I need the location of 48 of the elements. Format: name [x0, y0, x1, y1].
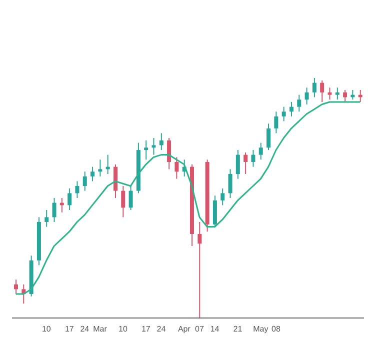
candlestick — [236, 150, 240, 180]
candlestick — [228, 168, 232, 198]
candlestick — [174, 156, 179, 180]
candlestick — [297, 94, 302, 112]
candlestick — [75, 180, 80, 198]
candlestick — [220, 188, 225, 206]
candlestick — [343, 90, 348, 102]
candlestick — [198, 222, 202, 318]
candlestick — [128, 186, 133, 210]
x-tick-label: 10 — [118, 324, 128, 334]
candlestick — [152, 138, 156, 156]
candlestick — [251, 150, 256, 168]
x-tick-label: 17 — [141, 324, 151, 334]
candlestick — [159, 132, 164, 150]
candlestick — [258, 142, 263, 160]
candlestick — [121, 186, 126, 218]
candlestick — [14, 279, 18, 294]
candlestick — [304, 87, 309, 105]
candlestick — [274, 111, 278, 134]
candlestick — [335, 87, 340, 100]
x-tick-label: 07 — [195, 324, 204, 334]
x-tick-label: Apr — [178, 324, 191, 334]
x-tick-label: 14 — [210, 324, 220, 334]
candlestick — [328, 87, 332, 100]
x-tick-label: 08 — [272, 324, 281, 334]
x-tick-label: 24 — [156, 324, 166, 334]
candlestick — [212, 195, 217, 228]
x-tick-label: May — [253, 324, 268, 334]
candlestick — [52, 198, 56, 222]
x-tick-label: Mar — [93, 324, 108, 334]
candlestick — [282, 106, 286, 122]
candlestick — [82, 171, 87, 192]
candlestick — [44, 210, 49, 228]
x-tick-label: 10 — [42, 324, 52, 334]
candlestick — [144, 140, 148, 160]
candlestick — [289, 102, 294, 117]
candlestick — [113, 164, 118, 198]
candlestick — [167, 138, 172, 170]
candlestick — [244, 152, 248, 174]
x-tick-label: 17 — [64, 324, 74, 334]
candlestick — [98, 159, 102, 177]
candlestick — [90, 166, 95, 182]
candlestick — [312, 78, 316, 98]
x-tick-label: 21 — [233, 324, 243, 334]
candlestick — [68, 188, 72, 210]
candlestick — [320, 80, 324, 102]
candlestick — [266, 123, 271, 150]
x-tick-label: 24 — [80, 324, 90, 334]
